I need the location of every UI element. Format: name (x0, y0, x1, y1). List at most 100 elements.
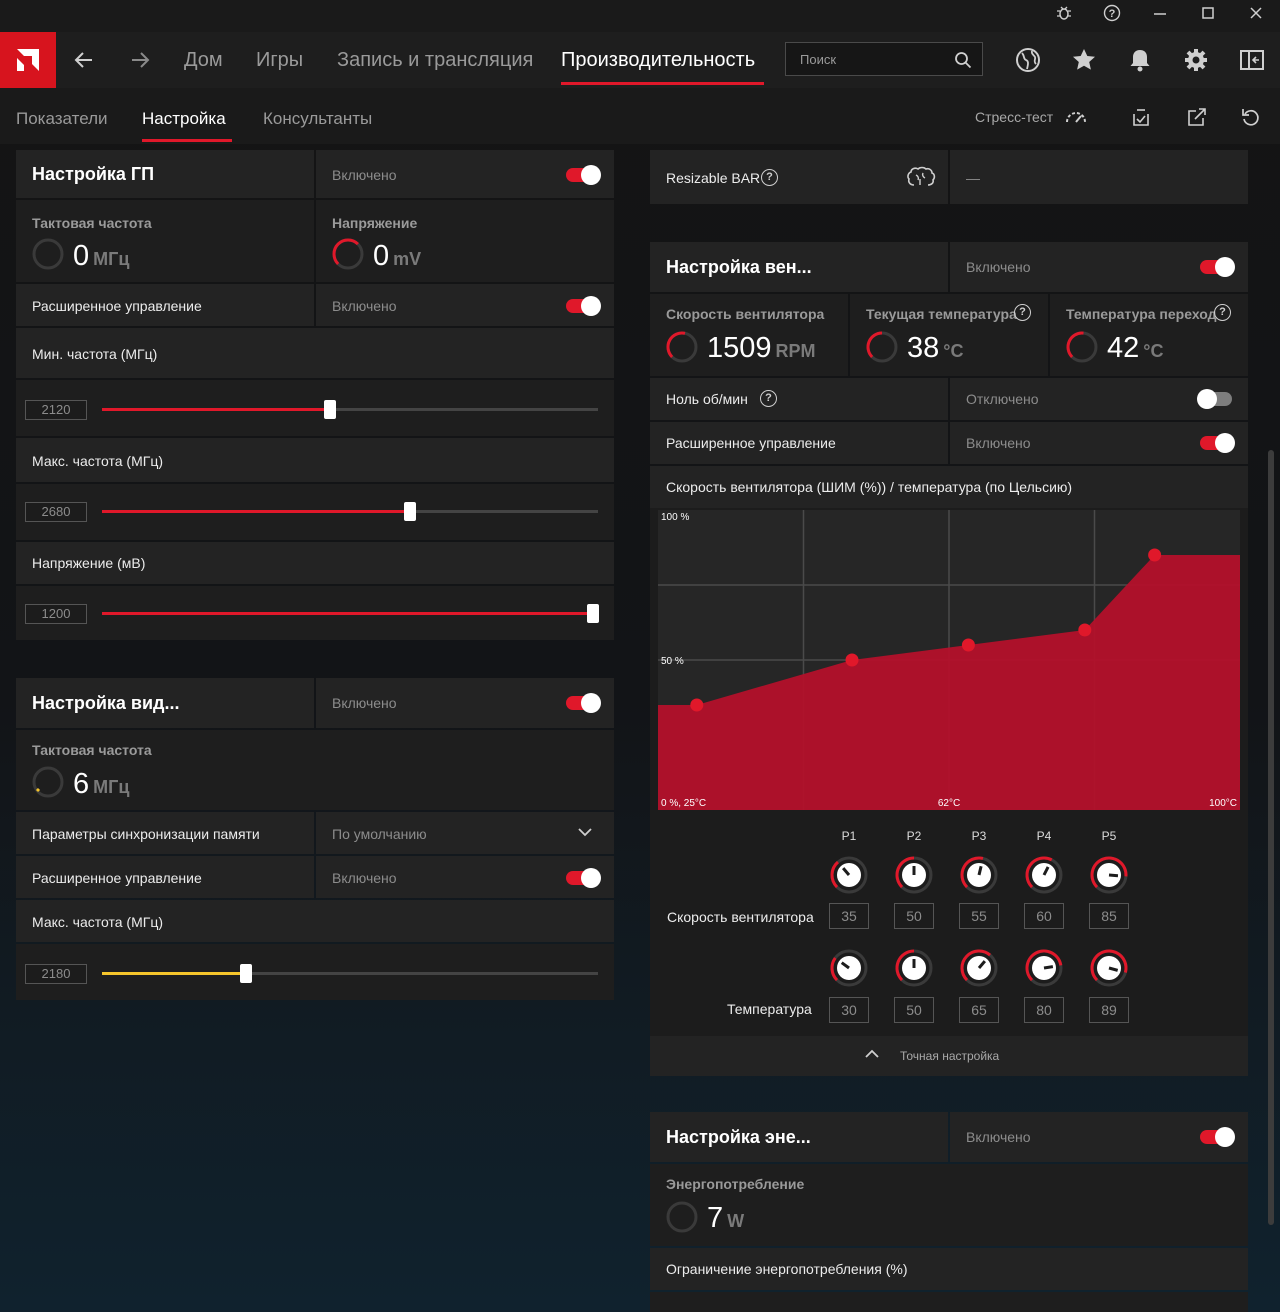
temp-input-p4[interactable]: 80 (1024, 997, 1064, 1023)
gpu-max-freq-thumb[interactable] (403, 502, 416, 521)
chevron-up-icon[interactable] (865, 1049, 879, 1059)
gpu-voltage-input[interactable]: 1200 (25, 604, 87, 624)
temp-knob-p1[interactable] (829, 948, 869, 988)
tab-metrics[interactable]: Показатели (16, 109, 108, 128)
curve-point-p3[interactable] (961, 638, 975, 652)
zero-rpm-toggle[interactable] (1197, 389, 1232, 409)
tab-tuning[interactable]: Настройка (142, 109, 226, 128)
search-icon[interactable] (954, 51, 972, 69)
gear-icon[interactable] (1182, 46, 1210, 74)
stress-test-gauge-icon[interactable] (1064, 106, 1086, 128)
vram-max-freq-slider[interactable] (102, 964, 598, 983)
y-tick-50: 50 % (661, 656, 684, 667)
tab-advisors[interactable]: Консультанты (263, 109, 373, 128)
speed-knob-p5[interactable] (1089, 855, 1129, 895)
minimize-icon[interactable] (1148, 4, 1172, 28)
gpu-voltage-slider[interactable] (102, 604, 600, 623)
maximize-icon[interactable] (1196, 4, 1220, 28)
temp-input-p5[interactable]: 89 (1089, 997, 1129, 1023)
vram-timing-select[interactable]: По умолчанию (316, 812, 614, 854)
curve-point-p1[interactable] (690, 698, 704, 712)
speed-input-p5[interactable]: 85 (1089, 903, 1129, 929)
scrollbar-thumb[interactable] (1268, 450, 1274, 1225)
vram-toggle[interactable] (566, 693, 601, 713)
tab-games[interactable]: Игры (256, 49, 304, 71)
speed-knob-p2[interactable] (894, 855, 934, 895)
vram-header: Настройка вид... (16, 678, 314, 728)
speed-knob-p1[interactable] (829, 855, 869, 895)
speed-input-p1[interactable]: 35 (829, 903, 869, 929)
globe-icon[interactable] (1014, 46, 1042, 74)
active-tab-indicator (561, 82, 764, 85)
vram-max-freq-thumb[interactable] (239, 964, 252, 983)
fan-advanced-toggle[interactable] (1200, 433, 1235, 453)
temp-knob-p3[interactable] (959, 948, 999, 988)
junction-temp-help-icon[interactable]: ? (1214, 304, 1231, 321)
close-icon[interactable] (1244, 4, 1268, 28)
zero-rpm-help-icon[interactable]: ? (760, 390, 777, 407)
current-temp-help-icon[interactable]: ? (1014, 304, 1031, 321)
fan-curve-title-row: Скорость вентилятора (ШИМ (%)) / темпера… (650, 466, 1248, 508)
chevron-down-icon[interactable] (578, 827, 592, 837)
gpu-min-freq-row: Мин. частота (МГц) (16, 328, 614, 378)
temp-knob-p5[interactable] (1089, 948, 1129, 988)
gpu-min-freq-input[interactable]: 2120 (25, 400, 87, 420)
vram-advanced-toggle[interactable] (566, 868, 601, 888)
temp-knob-p4[interactable] (1024, 948, 1064, 988)
back-arrow-icon[interactable] (70, 46, 98, 74)
bell-icon[interactable] (1126, 46, 1154, 74)
speed-input-p2[interactable]: 50 (894, 903, 934, 929)
gpu-voltage-thumb[interactable] (587, 604, 600, 623)
junction-temp-value: 42 °C (1107, 332, 1164, 364)
fan-enable-row: Включено (950, 242, 1248, 292)
resizable-bar-value-row: — (950, 150, 1248, 204)
speed-input-p4[interactable]: 60 (1024, 903, 1064, 929)
fan-curve-chart[interactable]: 100 % 50 % 0 %, 25°C 62°C 100°C (658, 510, 1240, 810)
export-icon[interactable] (1186, 106, 1208, 128)
curve-point-p2[interactable] (845, 653, 859, 667)
brain-icon[interactable] (906, 165, 936, 189)
temp-input-p1[interactable]: 30 (829, 997, 869, 1023)
vram-timing-label: Параметры синхронизации памяти (32, 826, 260, 842)
vram-title: Настройка вид... (32, 693, 180, 713)
vram-max-freq-input[interactable]: 2180 (25, 964, 87, 984)
gpu-toggle[interactable] (566, 165, 601, 185)
tab-home[interactable]: Дом (184, 49, 223, 71)
power-toggle[interactable] (1200, 1127, 1235, 1147)
curve-point-p5[interactable] (1148, 548, 1162, 562)
sidebar-toggle-icon[interactable] (1238, 46, 1266, 74)
resizable-bar-help-icon[interactable]: ? (761, 169, 778, 186)
apply-icon[interactable] (1130, 106, 1152, 128)
bug-icon[interactable] (1052, 4, 1076, 28)
gpu-clock-gauge-icon (32, 238, 64, 270)
forward-arrow-icon[interactable] (126, 46, 154, 74)
gpu-advanced-row: Расширенное управление (16, 284, 314, 326)
star-icon[interactable] (1070, 46, 1098, 74)
gpu-max-freq-slider[interactable] (102, 502, 598, 521)
fine-tune-row[interactable]: Точная настройка (650, 1036, 1248, 1076)
tab-performance[interactable]: Производительность (561, 49, 756, 71)
gpu-advanced-toggle[interactable] (566, 296, 601, 316)
fan-toggle[interactable] (1200, 257, 1235, 277)
temp-input-p2[interactable]: 50 (894, 997, 934, 1023)
vram-timing-row: Параметры синхронизации памяти (16, 812, 314, 854)
gpu-min-freq-slider[interactable] (102, 400, 598, 419)
gpu-voltage-stat: Напряжение 0 mV (316, 200, 614, 282)
gpu-max-freq-input[interactable]: 2680 (25, 502, 87, 522)
speed-knob-p4[interactable] (1024, 855, 1064, 895)
gpu-min-freq-thumb[interactable] (324, 400, 337, 419)
power-limit-label: Ограничение энергопотребления (%) (666, 1261, 908, 1277)
reset-icon[interactable] (1240, 106, 1262, 128)
help-icon[interactable]: ? (1100, 4, 1124, 28)
speed-input-p3[interactable]: 55 (959, 903, 999, 929)
tab-record-stream[interactable]: Запись и трансляция (337, 49, 534, 71)
speed-knob-p3[interactable] (959, 855, 999, 895)
fan-curve-title: Скорость вентилятора (ШИМ (%)) / темпера… (666, 479, 1073, 495)
temp-input-p3[interactable]: 65 (959, 997, 999, 1023)
amd-logo-icon[interactable] (0, 32, 56, 88)
stress-test-label[interactable]: Стресс-тест (975, 109, 1054, 125)
search-input[interactable]: Поиск (785, 42, 983, 76)
curve-point-p4[interactable] (1078, 623, 1092, 637)
temp-knob-p2[interactable] (894, 948, 934, 988)
vram-clock-stat: Тактовая частота 6 МГц (16, 730, 614, 810)
